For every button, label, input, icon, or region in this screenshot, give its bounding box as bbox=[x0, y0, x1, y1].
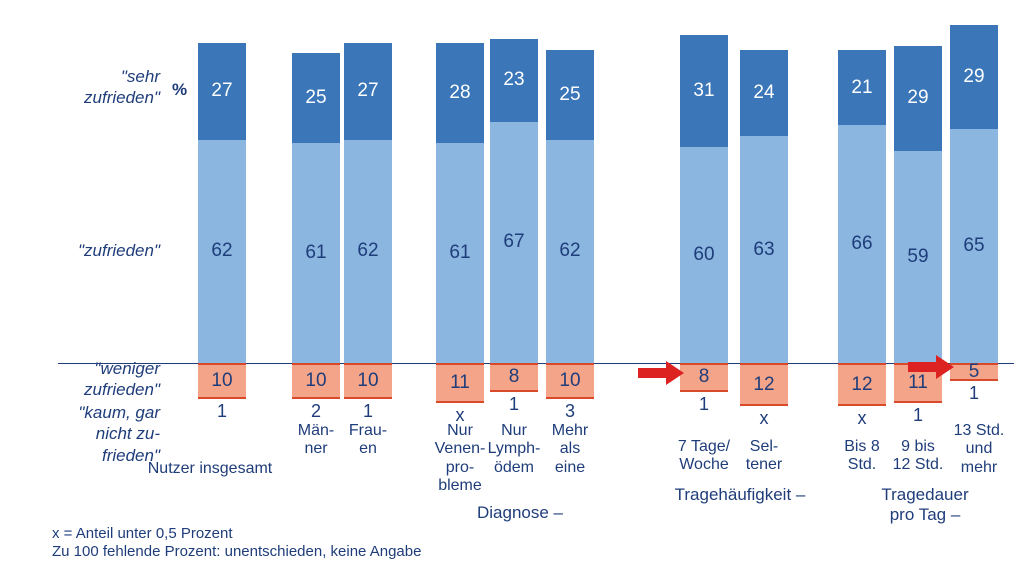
column-label: Nutzer insgesamt bbox=[100, 460, 320, 478]
arrow-head-icon bbox=[936, 355, 954, 379]
segment-weniger-zufrieden: 10 bbox=[546, 363, 594, 399]
segment-sehr-zufrieden: 25 bbox=[546, 50, 594, 140]
value-kaum: 1 bbox=[950, 383, 998, 404]
segment-sehr-zufrieden: 29 bbox=[950, 25, 998, 129]
axis-label-kaum: "kaum, gar nicht zu- frieden" bbox=[10, 402, 160, 466]
arrow-icon bbox=[638, 368, 666, 378]
segment-zufrieden: 62 bbox=[546, 140, 594, 363]
value-kaum: 3 bbox=[546, 401, 594, 422]
segment-weniger-zufrieden: 10 bbox=[344, 363, 392, 399]
arrow-icon bbox=[908, 362, 936, 372]
axis-label-weniger-zufrieden: "weniger zufrieden" bbox=[10, 358, 160, 401]
footnote-missing: Zu 100 fehlende Prozent: unentschieden, … bbox=[52, 543, 421, 560]
segment-zufrieden: 63 bbox=[740, 136, 788, 363]
value-kaum: 1 bbox=[198, 401, 246, 422]
arrow-head-icon bbox=[666, 361, 684, 385]
segment-zufrieden: 61 bbox=[436, 143, 484, 363]
segment-weniger-zufrieden: 8 bbox=[680, 363, 728, 392]
value-kaum: 1 bbox=[894, 405, 942, 426]
bar: 236781 bbox=[490, 0, 538, 576]
segment-weniger-zufrieden: 11 bbox=[436, 363, 484, 403]
segment-weniger-zufrieden: 8 bbox=[490, 363, 538, 392]
segment-zufrieden: 62 bbox=[344, 140, 392, 363]
bar: 2562103 bbox=[546, 0, 594, 576]
value-kaum: 1 bbox=[490, 394, 538, 415]
value-kaum: 1 bbox=[680, 394, 728, 415]
segment-sehr-zufrieden: 21 bbox=[838, 50, 886, 126]
segment-zufrieden: 61 bbox=[292, 143, 340, 363]
segment-sehr-zufrieden: 29 bbox=[894, 46, 942, 150]
bar: 2561102 bbox=[292, 0, 340, 576]
segment-sehr-zufrieden: 27 bbox=[344, 43, 392, 140]
segment-zufrieden: 65 bbox=[950, 129, 998, 363]
satisfaction-stacked-bar-chart: "sehr zufrieden" "zufrieden" "weniger zu… bbox=[0, 0, 1024, 576]
segment-weniger-zufrieden: 5 bbox=[950, 363, 998, 381]
value-kaum: 1 bbox=[344, 401, 392, 422]
group-label: Tragehäufigkeit – bbox=[650, 485, 830, 505]
column-label: Mehr als eine bbox=[536, 422, 604, 477]
bar: 2762101 bbox=[198, 0, 246, 576]
segment-zufrieden: 59 bbox=[894, 151, 942, 363]
segment-sehr-zufrieden: 27 bbox=[198, 43, 246, 140]
bar: 2762101 bbox=[344, 0, 392, 576]
segment-weniger-zufrieden: 10 bbox=[198, 363, 246, 399]
column-label: Sel- tener bbox=[728, 438, 800, 475]
segment-sehr-zufrieden: 31 bbox=[680, 35, 728, 147]
value-kaum: x bbox=[740, 408, 788, 429]
segment-weniger-zufrieden: 12 bbox=[740, 363, 788, 406]
percent-mark: % bbox=[172, 80, 187, 100]
segment-zufrieden: 62 bbox=[198, 140, 246, 363]
segment-weniger-zufrieden: 10 bbox=[292, 363, 340, 399]
segment-sehr-zufrieden: 28 bbox=[436, 43, 484, 144]
segment-zufrieden: 60 bbox=[680, 147, 728, 363]
group-label: Diagnose – bbox=[420, 503, 620, 523]
column-label: 13 Std. und mehr bbox=[936, 422, 1022, 477]
segment-zufrieden: 66 bbox=[838, 125, 886, 363]
footnote-x: x = Anteil unter 0,5 Prozent bbox=[52, 525, 233, 542]
value-kaum: 2 bbox=[292, 401, 340, 422]
segment-zufrieden: 67 bbox=[490, 122, 538, 363]
segment-sehr-zufrieden: 24 bbox=[740, 50, 788, 136]
segment-sehr-zufrieden: 23 bbox=[490, 39, 538, 122]
axis-label-zufrieden: "zufrieden" bbox=[10, 240, 160, 261]
value-kaum: x bbox=[838, 408, 886, 429]
segment-weniger-zufrieden: 12 bbox=[838, 363, 886, 406]
group-label: Tragedauer pro Tag – bbox=[830, 485, 1020, 525]
axis-label-sehr-zufrieden: "sehr zufrieden" bbox=[10, 66, 160, 109]
column-label: Frau- en bbox=[332, 422, 404, 459]
segment-sehr-zufrieden: 25 bbox=[292, 53, 340, 143]
